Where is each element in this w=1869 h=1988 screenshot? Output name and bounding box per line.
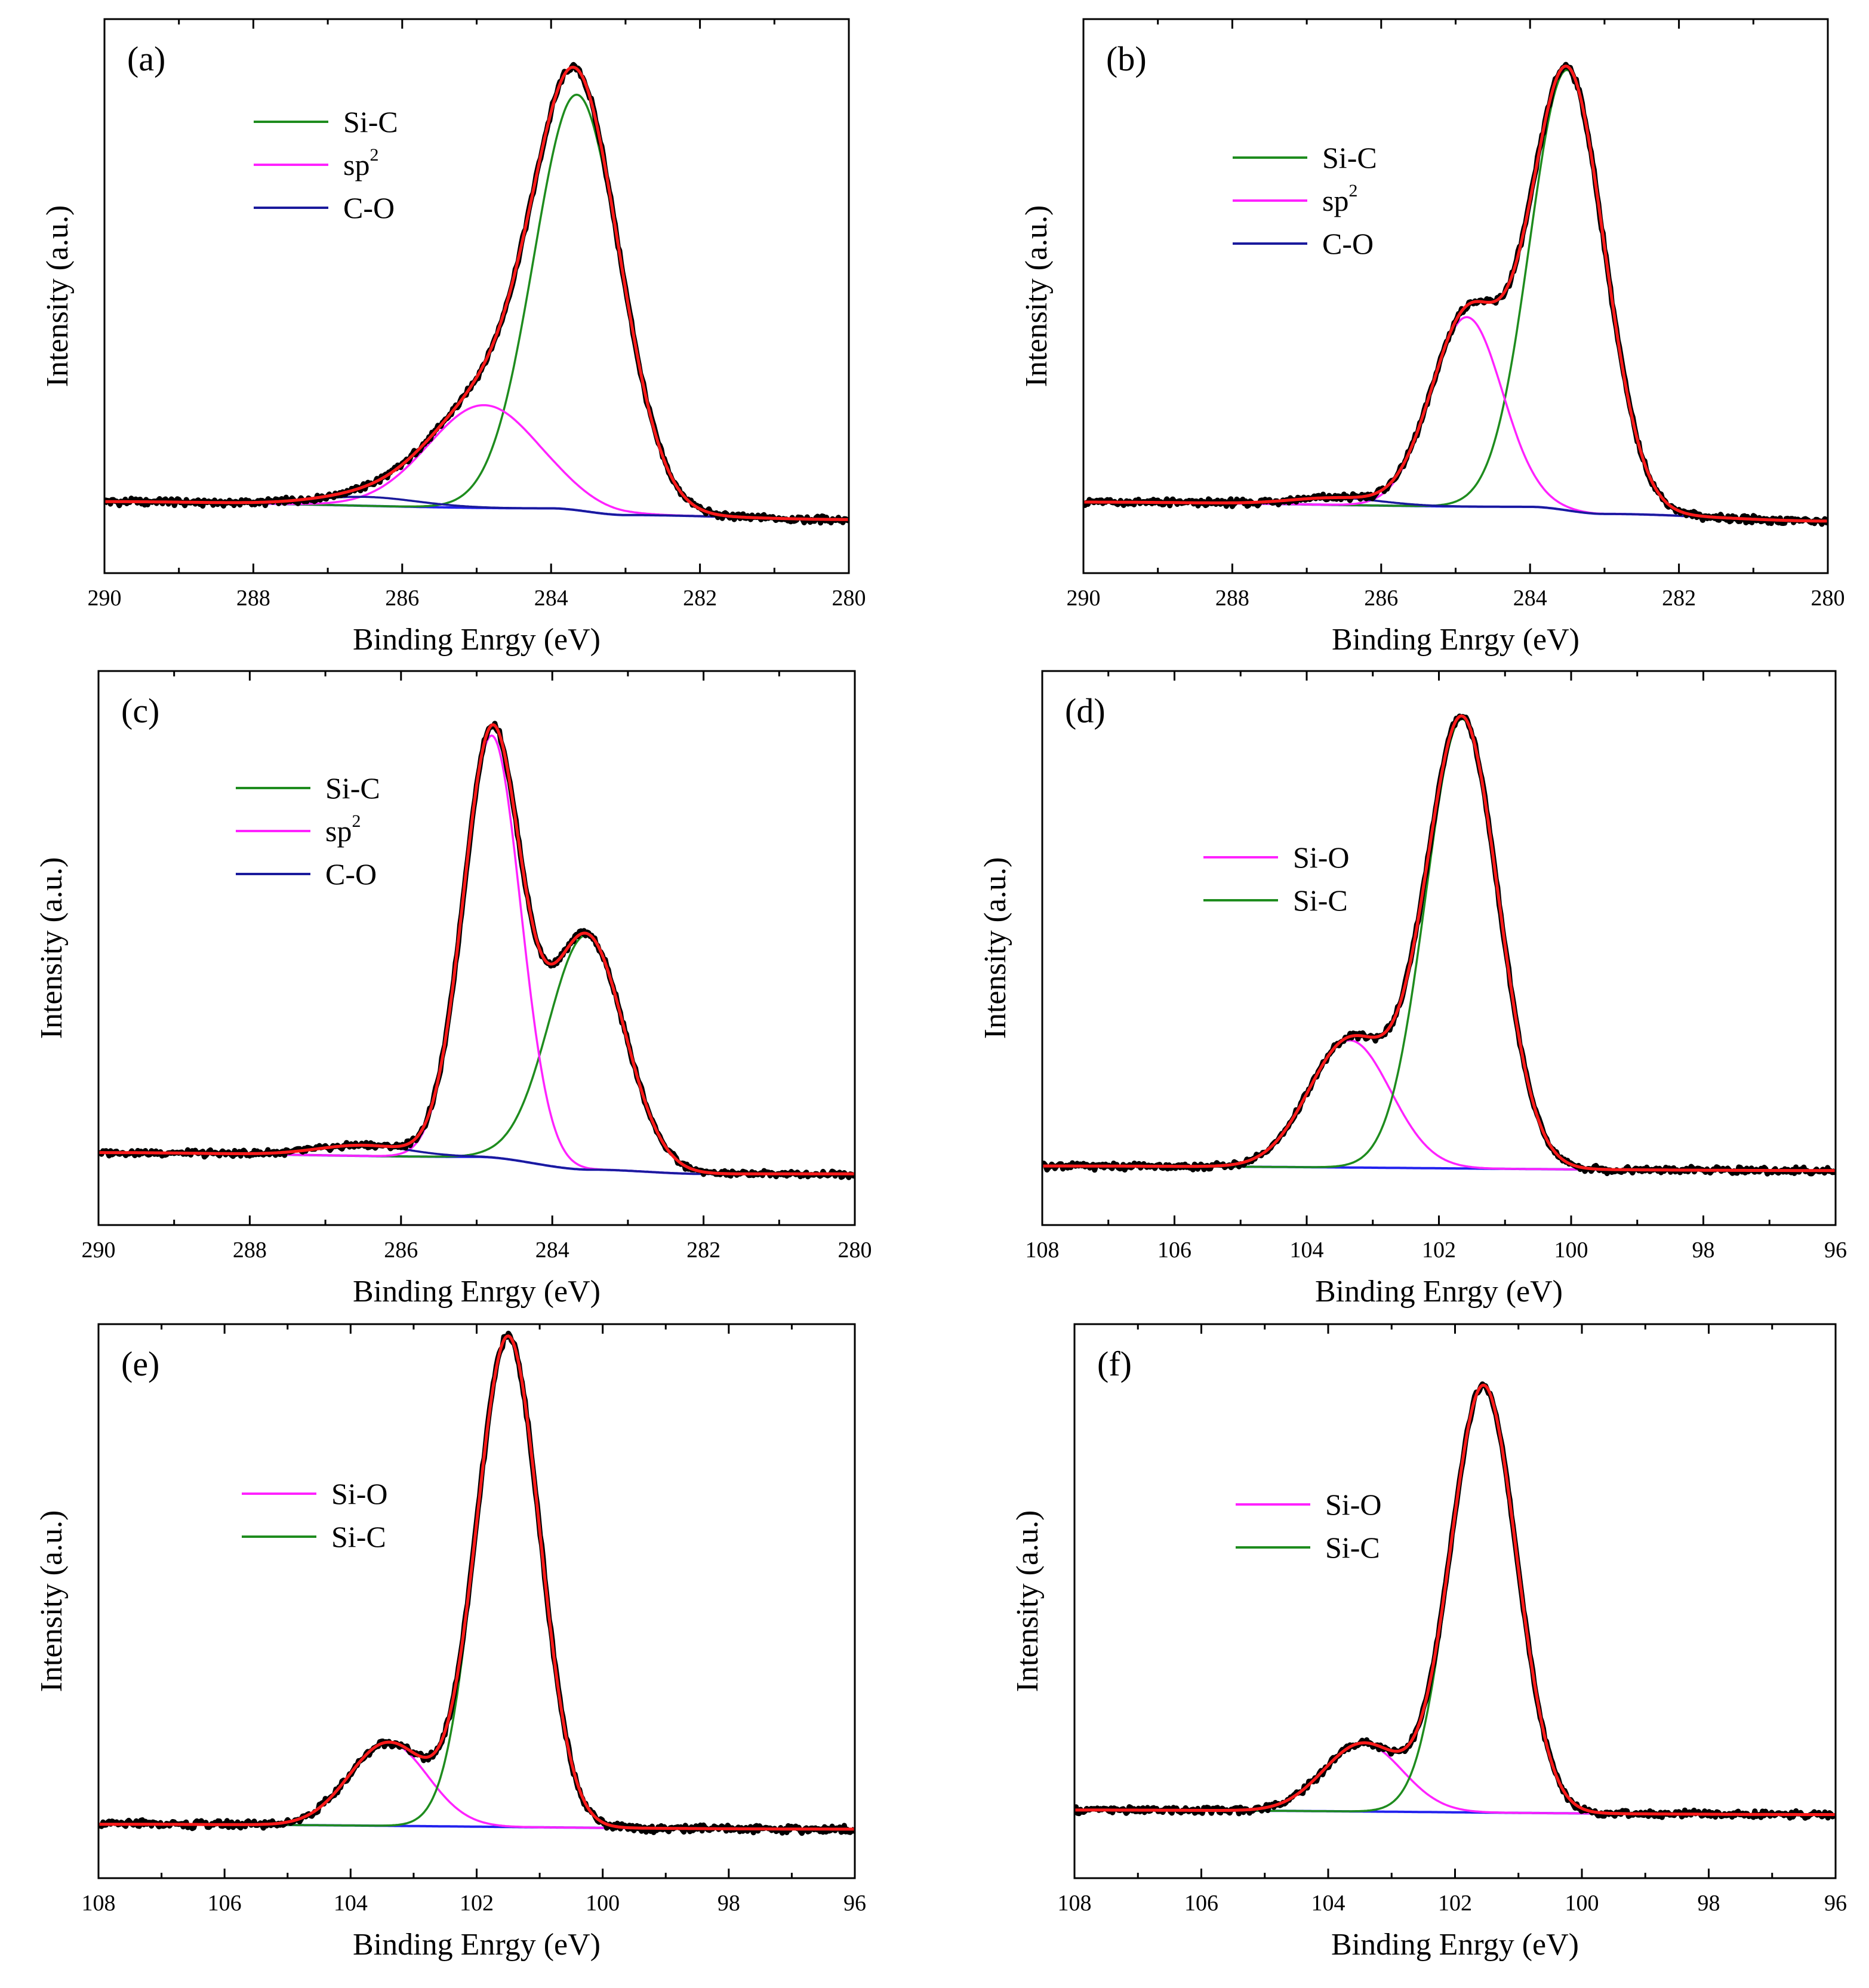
x-tick-label: 98 [718, 1891, 740, 1916]
x-tick-label: 108 [1058, 1891, 1092, 1916]
fit-envelope-line [1042, 714, 1836, 1173]
x-tick-label: 100 [1565, 1891, 1599, 1916]
legend-superscript: 2 [1348, 181, 1357, 201]
plot-area [104, 61, 849, 526]
legend-label-si-o: Si-O [1293, 841, 1349, 874]
x-axis-title: Binding Enrgy (eV) [1332, 623, 1579, 657]
fit-envelope-line [1074, 1383, 1836, 1816]
x-tick-label: 96 [1824, 1238, 1847, 1263]
panel-label: (d) [1065, 691, 1106, 730]
panel-c: 290 288 286 284 282 280 Binding Enrgy (eV) Inte… [35, 670, 872, 1309]
panel-label: (b) [1106, 39, 1147, 78]
panel-f: 108 106 104 102 100 98 96 Binding Enrgy (eV) Int… [1011, 1323, 1847, 1962]
x-tick-label: 280 [1811, 586, 1845, 611]
y-axis-title: Intensity (a.u.) [1020, 205, 1054, 387]
fit-envelope-line [104, 66, 849, 521]
panel-a: 290 288 286 284 282 280 Binding Enrgy (eV) Inte… [41, 18, 866, 657]
legend: Si-C sp2 C-O [236, 771, 380, 891]
x-tick-label: 104 [1290, 1238, 1324, 1263]
plot-area [1074, 1381, 1836, 1821]
panel-e: 108 106 104 102 100 98 96 Binding Enrgy (eV) Int… [35, 1323, 866, 1962]
panel-label: (a) [127, 39, 165, 78]
legend: Si-O Si-C [1203, 841, 1349, 917]
x-tick-label: 96 [1824, 1891, 1847, 1916]
x-axis-title: Binding Enrgy (eV) [353, 1275, 601, 1309]
x-tick-label: 104 [1311, 1891, 1345, 1916]
x-tick-label: 282 [683, 586, 717, 611]
plot-area [1083, 61, 1828, 527]
x-tick-label: 280 [832, 586, 866, 611]
y-axis-title: Intensity (a.u.) [1011, 1510, 1045, 1692]
y-axis-title: Intensity (a.u.) [35, 857, 69, 1039]
plot-area [1042, 713, 1836, 1177]
plot-area [98, 1331, 855, 1836]
legend-label-c-o: C-O [343, 191, 395, 224]
x-tick-label: 106 [1184, 1891, 1218, 1916]
x-tick-label: 98 [1692, 1238, 1715, 1263]
x-tick-label: 104 [334, 1891, 368, 1916]
panel-label: (c) [121, 691, 159, 730]
y-axis-title: Intensity (a.u.) [41, 205, 75, 387]
x-tick-label: 100 [1554, 1238, 1588, 1263]
x-tick-label: 106 [208, 1891, 242, 1916]
panel-b: 290 288 286 284 282 280 Binding Enrgy (eV) Inte… [1020, 18, 1845, 657]
legend-label-si-c: Si-C [325, 771, 380, 805]
legend-label-si-c: Si-C [343, 105, 398, 139]
x-tick-label: 286 [385, 586, 419, 611]
x-tick-label: 98 [1698, 1891, 1720, 1916]
x-tick-label: 282 [1662, 586, 1696, 611]
legend-label-si-c: Si-C [1322, 141, 1377, 174]
x-tick-label: 288 [236, 586, 270, 611]
x-tick-label: 108 [82, 1891, 116, 1916]
y-axis-title: Intensity (a.u.) [978, 857, 1012, 1039]
x-axis-title: Binding Enrgy (eV) [353, 623, 601, 657]
x-tick-label: 102 [1438, 1891, 1472, 1916]
legend-label-si-o: Si-O [331, 1477, 387, 1510]
fit-envelope-line [1083, 64, 1828, 523]
panel-label: (e) [121, 1344, 159, 1383]
x-tick-label: 290 [1067, 586, 1101, 611]
x-tick-label: 108 [1026, 1238, 1060, 1263]
plot-area [98, 721, 855, 1180]
legend: Si-O Si-C [1236, 1488, 1381, 1564]
x-tick-label: 288 [1215, 586, 1249, 611]
fit-envelope-line [98, 723, 855, 1175]
x-tick-label: 280 [838, 1238, 872, 1263]
x-tick-label: 102 [1422, 1238, 1456, 1263]
x-tick-label: 284 [534, 586, 568, 611]
legend-superscript: 2 [352, 811, 361, 831]
x-tick-label: 96 [843, 1891, 866, 1916]
x-tick-label: 282 [686, 1238, 720, 1263]
x-tick-label: 288 [233, 1238, 267, 1263]
legend-label-si-c: Si-C [1293, 884, 1348, 917]
panel-d: 108 106 104 102 100 98 96 Binding Enrgy (eV) Int… [978, 670, 1847, 1309]
x-tick-label: 284 [1513, 586, 1547, 611]
x-tick-label: 290 [82, 1238, 116, 1263]
legend-label-sp2: sp2 [325, 811, 361, 848]
legend-superscript: 2 [370, 145, 378, 165]
y-axis-title: Intensity (a.u.) [35, 1510, 69, 1692]
x-tick-label: 106 [1157, 1238, 1191, 1263]
x-tick-label: 100 [586, 1891, 620, 1916]
x-tick-label: 286 [384, 1238, 418, 1263]
legend: Si-O Si-C [242, 1477, 387, 1553]
x-axis-title: Binding Enrgy (eV) [353, 1928, 601, 1962]
x-tick-label: 290 [88, 586, 122, 611]
legend-label-si-c: Si-C [1325, 1531, 1380, 1564]
legend-label-si-o: Si-O [1325, 1488, 1381, 1521]
x-tick-label: 284 [535, 1238, 569, 1263]
x-tick-label: 102 [460, 1891, 494, 1916]
legend-label-si-c: Si-C [331, 1520, 386, 1553]
x-axis-title: Binding Enrgy (eV) [1315, 1275, 1563, 1309]
x-axis-title: Binding Enrgy (eV) [1331, 1928, 1579, 1962]
legend-label-c-o: C-O [325, 857, 377, 891]
legend-label-c-o: C-O [1322, 227, 1374, 260]
x-tick-label: 286 [1364, 586, 1398, 611]
fit-envelope-line [98, 1334, 855, 1831]
panel-label: (f) [1097, 1344, 1132, 1383]
